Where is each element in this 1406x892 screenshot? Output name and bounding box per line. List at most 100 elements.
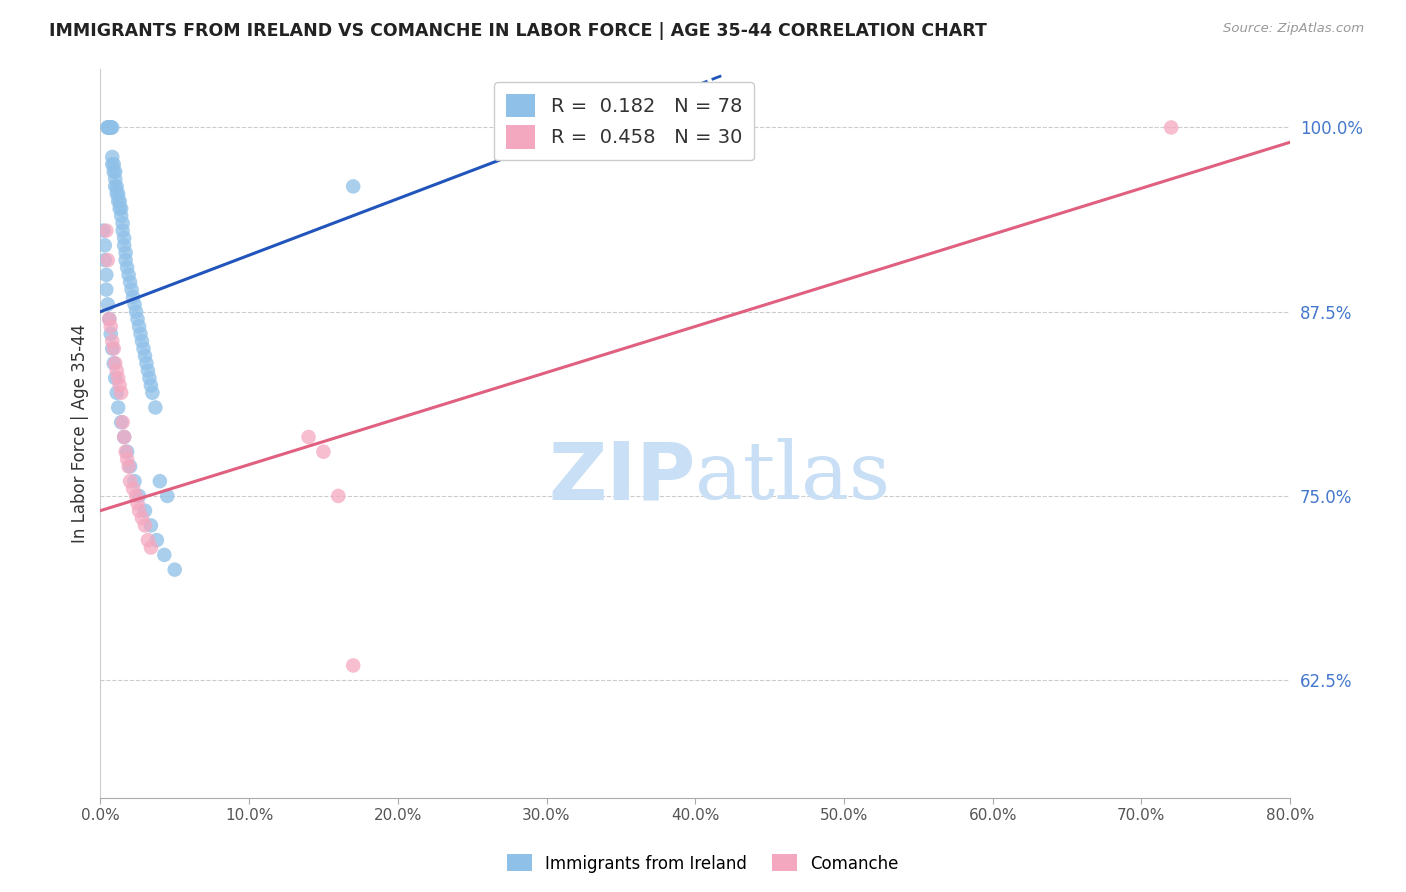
- Point: [105, 385, 128, 400]
- Point: [128, 489, 150, 503]
- Point: [115, 452, 138, 467]
- Point: [112, 238, 135, 252]
- Point: [97, 120, 120, 135]
- Point: [139, 518, 162, 533]
- Point: [97, 120, 120, 135]
- Point: [297, 430, 319, 444]
- Point: [114, 444, 136, 458]
- Point: [146, 533, 169, 548]
- Point: [120, 459, 142, 474]
- Point: [103, 356, 125, 370]
- Point: [104, 172, 127, 186]
- Point: [98, 312, 121, 326]
- Point: [128, 503, 150, 517]
- Point: [125, 304, 148, 318]
- Point: [120, 474, 142, 488]
- Point: [156, 489, 179, 503]
- Point: [112, 430, 135, 444]
- Point: [128, 319, 150, 334]
- Legend: R =  0.182   N = 78, R =  0.458   N = 30: R = 0.182 N = 78, R = 0.458 N = 30: [494, 82, 754, 161]
- Point: [105, 186, 128, 201]
- Point: [101, 342, 124, 356]
- Point: [100, 120, 122, 135]
- Point: [141, 385, 163, 400]
- Point: [104, 356, 127, 370]
- Point: [104, 371, 127, 385]
- Point: [107, 401, 129, 415]
- Point: [94, 253, 117, 268]
- Point: [491, 143, 513, 157]
- Point: [117, 268, 139, 282]
- Point: [136, 364, 159, 378]
- Point: [115, 444, 138, 458]
- Point: [100, 326, 122, 341]
- Point: [96, 283, 118, 297]
- Point: [98, 312, 121, 326]
- Point: [110, 415, 132, 429]
- Point: [122, 482, 145, 496]
- Point: [100, 319, 122, 334]
- Point: [107, 186, 129, 201]
- Point: [134, 503, 156, 517]
- Point: [96, 224, 118, 238]
- Point: [100, 120, 122, 135]
- Point: [134, 349, 156, 363]
- Point: [94, 238, 117, 252]
- Point: [108, 378, 131, 392]
- Point: [110, 202, 132, 216]
- Point: [112, 231, 135, 245]
- Point: [342, 658, 364, 673]
- Point: [105, 179, 128, 194]
- Point: [98, 120, 121, 135]
- Point: [120, 275, 142, 289]
- Point: [127, 496, 149, 510]
- Point: [312, 444, 335, 458]
- Point: [103, 164, 125, 178]
- Point: [97, 120, 120, 135]
- Point: [139, 541, 162, 555]
- Point: [97, 297, 120, 311]
- Point: [149, 474, 172, 488]
- Point: [100, 120, 122, 135]
- Point: [101, 120, 124, 135]
- Point: [111, 415, 134, 429]
- Point: [115, 260, 138, 275]
- Text: ZIP: ZIP: [548, 438, 695, 516]
- Point: [114, 253, 136, 268]
- Point: [114, 245, 136, 260]
- Point: [153, 548, 176, 562]
- Text: IMMIGRANTS FROM IRELAND VS COMANCHE IN LABOR FORCE | AGE 35-44 CORRELATION CHART: IMMIGRANTS FROM IRELAND VS COMANCHE IN L…: [49, 22, 987, 40]
- Point: [131, 334, 153, 348]
- Point: [328, 489, 350, 503]
- Point: [105, 364, 128, 378]
- Point: [136, 533, 159, 548]
- Point: [112, 430, 135, 444]
- Text: Source: ZipAtlas.com: Source: ZipAtlas.com: [1223, 22, 1364, 36]
- Point: [98, 120, 121, 135]
- Legend: Immigrants from Ireland, Comanche: Immigrants from Ireland, Comanche: [501, 847, 905, 880]
- Point: [101, 334, 124, 348]
- Point: [127, 312, 149, 326]
- Point: [139, 378, 162, 392]
- Y-axis label: In Labor Force | Age 35-44: In Labor Force | Age 35-44: [72, 324, 89, 543]
- Point: [122, 290, 145, 304]
- Point: [138, 371, 160, 385]
- Point: [101, 157, 124, 171]
- Point: [107, 371, 129, 385]
- Point: [104, 164, 127, 178]
- Point: [108, 202, 131, 216]
- Point: [104, 179, 127, 194]
- Point: [98, 120, 121, 135]
- Point: [121, 283, 143, 297]
- Point: [110, 209, 132, 223]
- Point: [1160, 120, 1182, 135]
- Point: [101, 150, 124, 164]
- Point: [110, 385, 132, 400]
- Point: [129, 326, 152, 341]
- Point: [103, 157, 125, 171]
- Point: [124, 297, 146, 311]
- Point: [96, 268, 118, 282]
- Point: [91, 224, 114, 238]
- Point: [163, 563, 186, 577]
- Point: [145, 401, 167, 415]
